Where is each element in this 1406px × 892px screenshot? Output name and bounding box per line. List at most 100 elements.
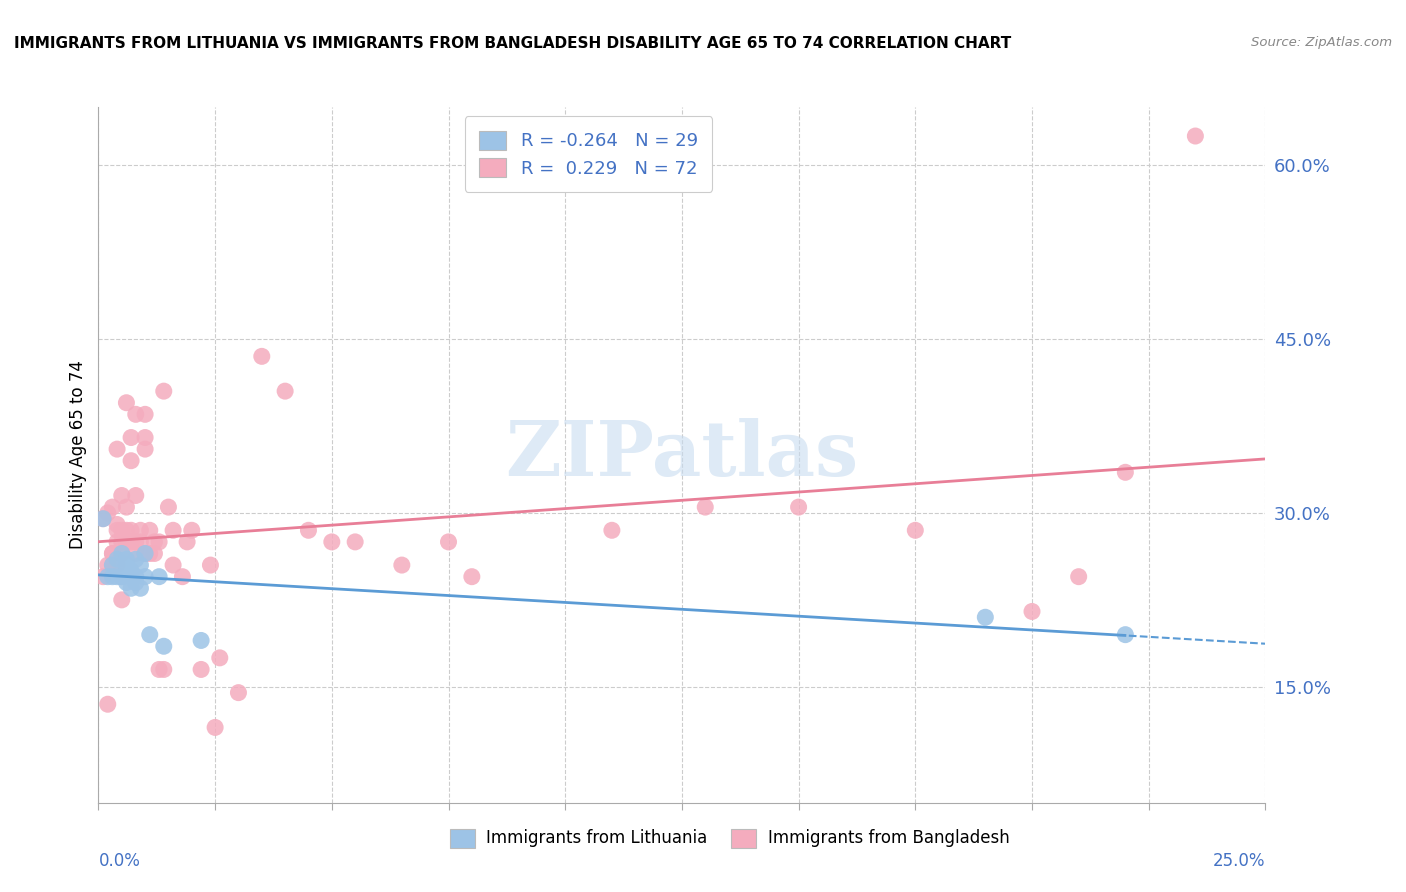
Point (111, 570, 134, 584)
Point (105, 570, 128, 584)
Point (115, 500, 138, 514)
Point (101, 558, 124, 573)
Point (180, 523, 202, 537)
Point (1021, 605, 1043, 619)
Point (105, 523, 128, 537)
Legend: R = -0.264   N = 29, R =  0.229   N = 72: R = -0.264 N = 29, R = 0.229 N = 72 (465, 116, 713, 192)
Point (120, 582, 142, 596)
Point (200, 558, 222, 573)
Point (274, 384, 297, 398)
Point (134, 546, 156, 561)
Point (437, 534, 460, 549)
Point (120, 534, 142, 549)
Point (115, 534, 138, 549)
Point (139, 628, 162, 642)
Point (134, 546, 156, 561)
Point (148, 534, 170, 549)
Point (787, 500, 810, 514)
Point (111, 546, 134, 561)
Point (190, 662, 212, 676)
Point (129, 534, 152, 549)
Point (208, 651, 231, 665)
Point (134, 442, 156, 456)
Point (139, 523, 162, 537)
Point (115, 558, 138, 573)
Point (97, 570, 120, 584)
Point (904, 523, 927, 537)
Point (250, 349, 273, 364)
Point (101, 500, 124, 514)
Point (120, 570, 142, 584)
Point (91, 570, 114, 584)
Point (125, 407, 148, 421)
Point (162, 558, 184, 573)
Point (1114, 466, 1136, 480)
Point (152, 662, 174, 676)
Text: IMMIGRANTS FROM LITHUANIA VS IMMIGRANTS FROM BANGLADESH DISABILITY AGE 65 TO 74 : IMMIGRANTS FROM LITHUANIA VS IMMIGRANTS … (14, 36, 1011, 51)
Point (297, 523, 319, 537)
Point (172, 570, 194, 584)
Point (125, 575, 148, 590)
Point (143, 534, 166, 549)
Point (111, 534, 134, 549)
Point (129, 523, 152, 537)
Point (148, 662, 170, 676)
Point (91, 511, 114, 525)
Point (101, 546, 124, 561)
Point (125, 489, 148, 503)
Point (134, 570, 156, 584)
Point (190, 633, 212, 648)
Point (600, 523, 623, 537)
Point (105, 517, 128, 532)
Point (152, 639, 174, 653)
Point (91, 511, 114, 525)
Y-axis label: Disability Age 65 to 74: Disability Age 65 to 74 (69, 360, 87, 549)
Point (129, 558, 152, 573)
Point (115, 395, 138, 409)
Point (157, 500, 180, 514)
Text: Source: ZipAtlas.com: Source: ZipAtlas.com (1251, 36, 1392, 49)
Point (120, 564, 142, 578)
Point (344, 534, 367, 549)
Point (105, 442, 128, 456)
Point (101, 558, 124, 573)
Point (321, 534, 343, 549)
Point (204, 721, 226, 735)
Text: Immigrants from Bangladesh: Immigrants from Bangladesh (768, 830, 1010, 847)
Point (120, 523, 142, 537)
Point (111, 570, 134, 584)
Point (125, 552, 148, 566)
Point (129, 582, 152, 596)
Point (143, 546, 166, 561)
Point (134, 407, 156, 421)
Point (134, 430, 156, 444)
Point (176, 534, 198, 549)
Point (115, 552, 138, 566)
Point (1114, 628, 1136, 642)
Point (695, 500, 717, 514)
Point (105, 534, 128, 549)
Point (125, 546, 148, 561)
Point (101, 546, 124, 561)
Point (111, 592, 134, 607)
Point (120, 453, 142, 467)
Text: 0.0%: 0.0% (98, 852, 141, 870)
Point (974, 610, 997, 624)
Point (101, 570, 124, 584)
Point (115, 575, 138, 590)
Point (97, 698, 120, 712)
Point (1184, 128, 1206, 143)
Point (152, 384, 174, 398)
Point (461, 570, 484, 584)
Point (115, 523, 138, 537)
Point (111, 523, 134, 537)
Point (105, 558, 128, 573)
Point (228, 685, 250, 699)
Point (111, 489, 134, 503)
Point (1067, 570, 1090, 584)
Text: ZIPatlas: ZIPatlas (505, 418, 859, 491)
Text: Immigrants from Lithuania: Immigrants from Lithuania (486, 830, 707, 847)
Point (97, 558, 120, 573)
Point (97, 506, 120, 520)
Point (139, 546, 162, 561)
